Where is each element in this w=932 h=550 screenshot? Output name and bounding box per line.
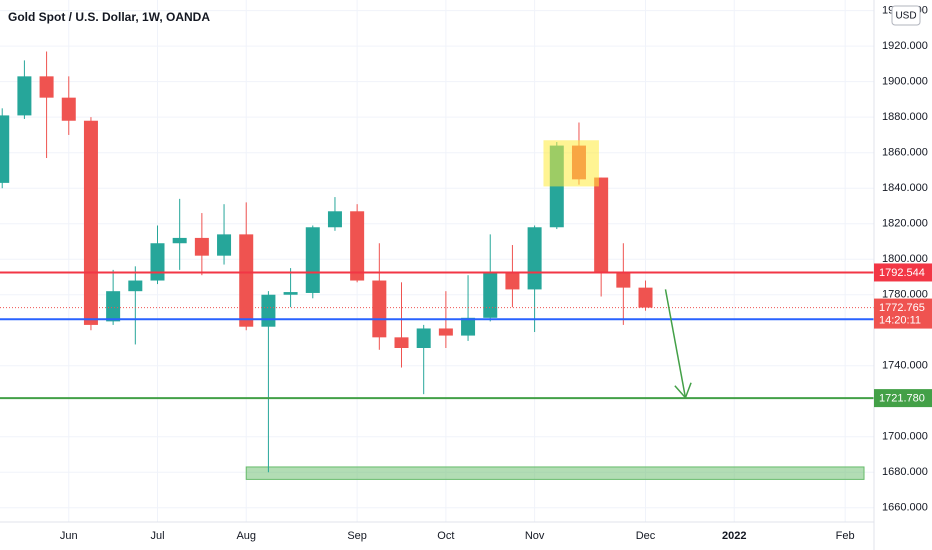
arrow-head: [674, 382, 692, 400]
axes: 1660.000 1680.000 1700.000 1740.000 1780.000…: [60, 5, 932, 542]
candle-body: [505, 271, 520, 290]
candle-body: [461, 317, 476, 336]
candle-body: [0, 115, 10, 183]
candle-body: [483, 271, 498, 318]
y-tick-label: 1740.000: [882, 360, 928, 372]
candle-body: [172, 237, 187, 244]
support-zone: [245, 466, 865, 480]
currency-button[interactable]: [891, 5, 921, 26]
y-tick-label: 1700.000: [882, 431, 928, 443]
candle-body: [527, 227, 542, 290]
candle-body: [283, 292, 298, 295]
y-tick-label: 1680.000: [882, 466, 928, 478]
y-tick-label: 1900.000: [882, 76, 928, 88]
currency-label[interactable]: USD: [895, 11, 916, 22]
y-tick-label: 1860.000: [882, 147, 928, 159]
price-label: 1792.544: [879, 267, 925, 279]
price-label-box: [874, 389, 932, 408]
candle-body: [372, 280, 387, 338]
candle-body: [128, 280, 143, 292]
y-tick-label: 1780.000: [882, 289, 928, 301]
last-price-box: [874, 298, 932, 329]
candle-body: [394, 337, 409, 348]
candle-body: [594, 177, 609, 272]
candle-body: [17, 76, 32, 116]
highlight-box: [543, 140, 599, 187]
price-label: 1721.780: [879, 393, 925, 405]
candle-body: [305, 227, 320, 293]
y-tick-label: 1660.000: [882, 502, 928, 514]
last-price-label: 1772.765: [879, 302, 925, 314]
x-tick-label: Jul: [150, 530, 164, 542]
y-tick-label: 1880.000: [882, 111, 928, 123]
plot: [0, 51, 865, 480]
candle-body: [438, 328, 453, 336]
candle-body: [239, 234, 254, 327]
candle-body: [327, 211, 342, 228]
candle-body: [150, 243, 165, 281]
candle-body: [638, 287, 653, 308]
candle-body: [61, 97, 76, 121]
price-label-box: [874, 263, 932, 282]
y-tick-label: 1800.000: [882, 253, 928, 265]
x-tick-label: Feb: [836, 530, 855, 542]
countdown-label: 14:20:11: [879, 314, 921, 326]
x-tick-label: Sep: [347, 530, 367, 542]
candle-body: [194, 237, 209, 256]
candle-body: [39, 76, 54, 98]
candle-body: [261, 294, 276, 327]
candle-body: [616, 271, 631, 288]
chart-title: Gold Spot / U.S. Dollar, 1W, OANDA: [8, 10, 210, 24]
overlay: [0, 140, 874, 400]
x-tick-label: Dec: [636, 530, 656, 542]
candle-body: [217, 234, 232, 256]
candle-body: [83, 120, 98, 325]
x-tick-label: Oct: [437, 530, 454, 542]
candle-body: [106, 291, 121, 322]
x-tick-label: Jun: [60, 530, 78, 542]
candle-body: [416, 328, 431, 348]
candle-body: [350, 211, 365, 281]
arrow-shaft: [664, 289, 687, 398]
x-tick-label: 2022: [722, 530, 746, 542]
y-tick-label: 1840.000: [882, 182, 928, 194]
x-tick-label: Aug: [236, 530, 256, 542]
y-tick-label: 1820.000: [882, 218, 928, 230]
x-tick-label: Nov: [525, 530, 545, 542]
y-tick-label: 1920.000: [882, 40, 928, 52]
